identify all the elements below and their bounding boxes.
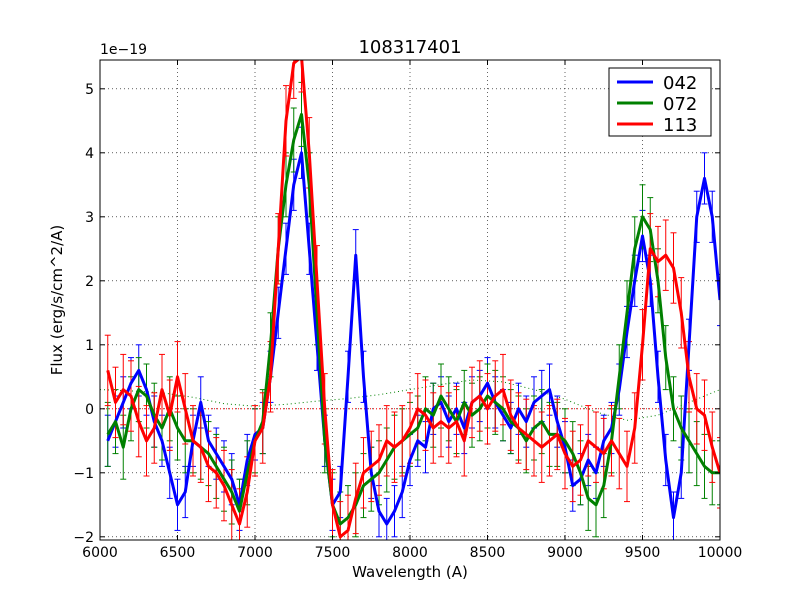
y-tick-label: 4 [85,146,94,162]
legend-label-072: 072 [663,94,697,115]
noise-level [100,379,720,421]
series-line-072 [106,112,720,526]
x-tick-label: 6500 [160,545,196,561]
legend-label-113: 113 [663,115,697,136]
legend-label-042: 042 [663,73,697,94]
x-tick-label: 6000 [82,545,118,561]
x-tick-label: 8500 [470,545,506,561]
x-axis-label: Wavelength (A) [352,563,468,581]
series-line-113 [106,60,720,539]
y-tick-label: 3 [85,210,94,226]
x-tick-label: 8000 [392,545,428,561]
y-tick-label: 2 [85,274,94,290]
chart-title: 108317401 [358,37,461,58]
y-tick-label: −2 [73,530,94,546]
x-tick-label: 9500 [625,545,661,561]
y-tick-label: −1 [73,466,94,482]
x-tick-label: 10000 [698,545,743,561]
axis-ticks: 6000 6500 7000 7500 8000 8500 9000 9500 10000 −2 −… [73,60,742,561]
x-tick-label: 7500 [315,545,351,561]
x-tick-label: 9000 [547,545,583,561]
series-lines [106,60,720,539]
x-tick-label: 7000 [237,545,273,561]
y-tick-label: 5 [85,82,94,98]
y-tick-label: 0 [85,402,94,418]
y-tick-label: 1 [85,338,94,354]
y-axis-label: Flux (erg/s/cm^2/A) [48,225,66,376]
y-offset-text: 1e−19 [100,42,147,58]
